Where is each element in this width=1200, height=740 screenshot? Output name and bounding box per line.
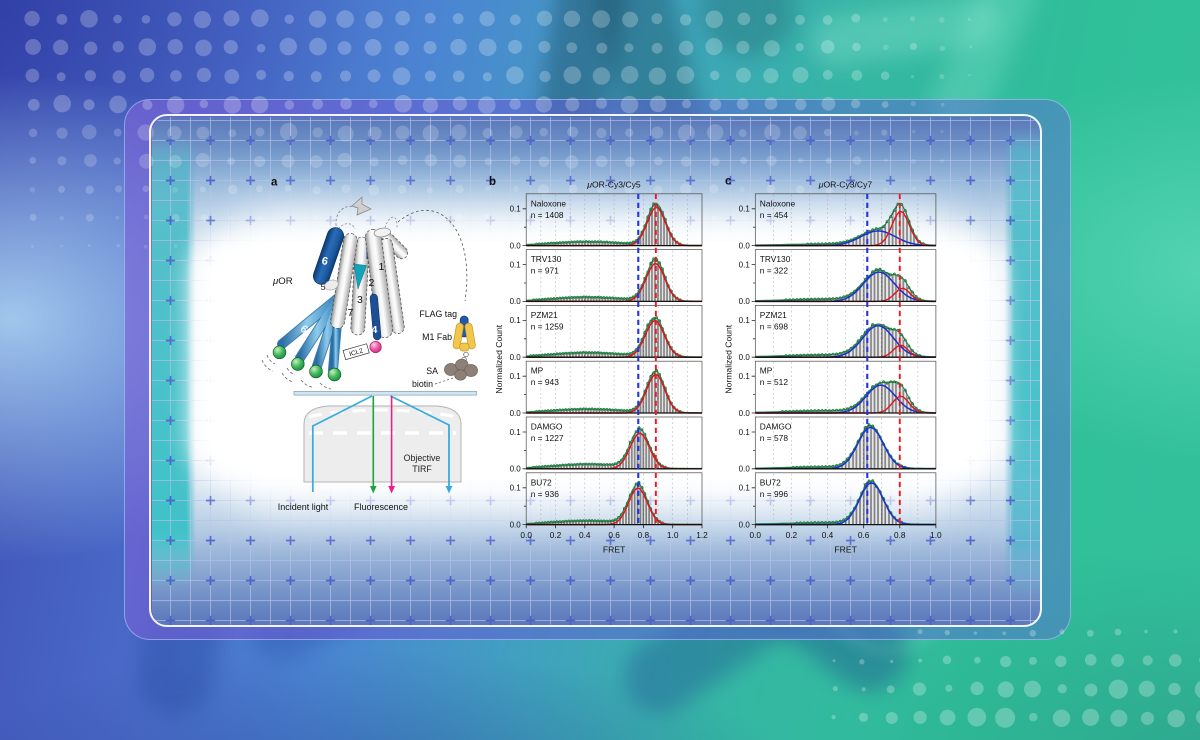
svg-text:n = 578: n = 578	[760, 433, 789, 443]
svg-text:0.1: 0.1	[510, 205, 522, 214]
svg-text:n = 943: n = 943	[531, 377, 560, 387]
svg-text:TRV130: TRV130	[760, 254, 791, 264]
svg-text:MP: MP	[760, 366, 773, 376]
svg-text:n = 512: n = 512	[760, 377, 789, 387]
svg-text:BU72: BU72	[760, 477, 781, 487]
svg-text:M1 Fab: M1 Fab	[422, 332, 452, 342]
svg-text:0.0: 0.0	[510, 297, 522, 306]
svg-text:Naloxone: Naloxone	[531, 198, 567, 208]
svg-text:Fluorescence: Fluorescence	[354, 502, 408, 512]
svg-text:PZM21: PZM21	[531, 310, 558, 320]
svg-text:n = 996: n = 996	[760, 489, 789, 499]
svg-text:0.1: 0.1	[739, 205, 751, 214]
svg-text:0.6: 0.6	[608, 530, 620, 540]
svg-text:TRV130: TRV130	[531, 254, 562, 264]
svg-text:μOR-Cy3/Cy7: μOR-Cy3/Cy7	[818, 180, 873, 190]
svg-text:0.1: 0.1	[739, 260, 751, 269]
svg-text:Incident light: Incident light	[278, 502, 329, 512]
svg-text:n = 971: n = 971	[531, 266, 560, 276]
svg-text:4: 4	[372, 324, 378, 336]
svg-text:5: 5	[321, 282, 326, 292]
svg-text:Objective: Objective	[404, 453, 441, 463]
svg-text:0.0: 0.0	[739, 353, 751, 362]
svg-text:0.1: 0.1	[510, 484, 522, 493]
svg-text:FLAG tag: FLAG tag	[419, 309, 457, 319]
svg-text:1.2: 1.2	[696, 530, 708, 540]
svg-text:2: 2	[369, 277, 375, 289]
svg-text:SA: SA	[426, 366, 438, 376]
svg-text:0.1: 0.1	[510, 372, 522, 381]
svg-text:a: a	[271, 177, 278, 189]
svg-text:0.1: 0.1	[510, 316, 522, 325]
svg-text:FRET: FRET	[603, 545, 626, 555]
svg-text:0.1: 0.1	[739, 484, 751, 493]
svg-text:Normalized Count: Normalized Count	[723, 324, 733, 393]
svg-text:0.1: 0.1	[510, 260, 522, 269]
svg-text:0.8: 0.8	[894, 530, 906, 540]
svg-text:0.4: 0.4	[822, 530, 834, 540]
svg-text:BU72: BU72	[531, 477, 552, 487]
svg-text:3: 3	[357, 294, 363, 306]
svg-text:0.1: 0.1	[739, 316, 751, 325]
svg-text:1.0: 1.0	[930, 530, 942, 540]
svg-text:0.0: 0.0	[750, 530, 762, 540]
svg-text:0.2: 0.2	[786, 530, 798, 540]
svg-text:0.4: 0.4	[579, 530, 591, 540]
svg-text:Naloxone: Naloxone	[760, 198, 796, 208]
svg-text:n = 454: n = 454	[760, 210, 789, 220]
svg-text:0.2: 0.2	[550, 530, 562, 540]
svg-text:n = 1259: n = 1259	[531, 321, 564, 331]
svg-text:6: 6	[321, 255, 329, 268]
svg-text:μOR-Cy3/Cy5: μOR-Cy3/Cy5	[586, 180, 641, 190]
svg-text:FRET: FRET	[834, 545, 857, 555]
svg-text:0.1: 0.1	[739, 372, 751, 381]
svg-text:n = 1408: n = 1408	[531, 210, 564, 220]
svg-text:c: c	[725, 176, 732, 188]
svg-text:0.0: 0.0	[739, 241, 751, 250]
svg-text:0.6: 0.6	[858, 530, 870, 540]
svg-text:b: b	[489, 176, 496, 188]
svg-text:0.1: 0.1	[739, 428, 751, 437]
svg-text:0.8: 0.8	[638, 530, 650, 540]
svg-text:0.0: 0.0	[739, 409, 751, 418]
svg-text:0.0: 0.0	[739, 465, 751, 474]
svg-text:TIRF: TIRF	[412, 464, 432, 474]
svg-text:n = 1227: n = 1227	[531, 433, 564, 443]
svg-text:n = 936: n = 936	[531, 489, 560, 499]
svg-text:biotin: biotin	[412, 379, 433, 389]
svg-text:0.1: 0.1	[510, 428, 522, 437]
svg-text:0.0: 0.0	[510, 520, 522, 529]
svg-text:PZM21: PZM21	[760, 310, 787, 320]
svg-text:Normalized Count: Normalized Count	[494, 324, 504, 393]
svg-text:μOR: μOR	[272, 276, 293, 287]
svg-text:DAMGO: DAMGO	[760, 422, 792, 432]
svg-text:0.0: 0.0	[520, 530, 532, 540]
svg-text:0.0: 0.0	[510, 241, 522, 250]
svg-text:MP: MP	[531, 366, 544, 376]
svg-text:0.0: 0.0	[739, 297, 751, 306]
svg-text:1: 1	[379, 261, 385, 273]
svg-text:n = 698: n = 698	[760, 321, 789, 331]
svg-text:n = 322: n = 322	[760, 266, 789, 276]
svg-text:0.0: 0.0	[510, 409, 522, 418]
svg-text:ICL2: ICL2	[349, 347, 365, 358]
svg-text:DAMGO: DAMGO	[531, 422, 563, 432]
svg-text:0.0: 0.0	[510, 465, 522, 474]
svg-text:7: 7	[348, 307, 354, 319]
svg-text:1.0: 1.0	[667, 530, 679, 540]
svg-text:0.0: 0.0	[739, 520, 751, 529]
svg-text:0.0: 0.0	[510, 353, 522, 362]
